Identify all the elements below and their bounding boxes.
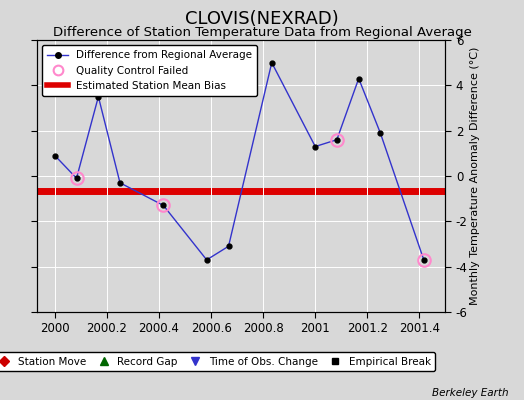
Text: CLOVIS(NEXRAD): CLOVIS(NEXRAD) [185,10,339,28]
Line: Quality Control Failed: Quality Control Failed [70,134,430,266]
Quality Control Failed [160,203,167,208]
Difference from Regional Average [269,60,275,65]
Difference from Regional Average [377,130,384,135]
Quality Control Failed [334,137,340,142]
Difference from Regional Average [312,144,319,149]
Y-axis label: Monthly Temperature Anomaly Difference (°C): Monthly Temperature Anomaly Difference (… [471,47,481,305]
Difference from Regional Average [160,203,167,208]
Line: Difference from Regional Average: Difference from Regional Average [52,60,426,262]
Quality Control Failed [421,258,427,262]
Quality Control Failed [73,176,80,181]
Difference from Regional Average [421,258,427,262]
Legend: Station Move, Record Gap, Time of Obs. Change, Empirical Break: Station Move, Record Gap, Time of Obs. C… [0,352,435,371]
Difference from Regional Average [117,180,123,185]
Difference from Regional Average [356,76,362,81]
Difference from Regional Average [73,176,80,181]
Difference from Regional Average [334,137,340,142]
Difference from Regional Average [52,153,58,158]
Difference from Regional Average [203,258,210,262]
Difference from Regional Average [225,244,232,249]
Text: Berkeley Earth: Berkeley Earth [432,388,508,398]
Text: Difference of Station Temperature Data from Regional Average: Difference of Station Temperature Data f… [52,26,472,39]
Difference from Regional Average [95,94,102,99]
